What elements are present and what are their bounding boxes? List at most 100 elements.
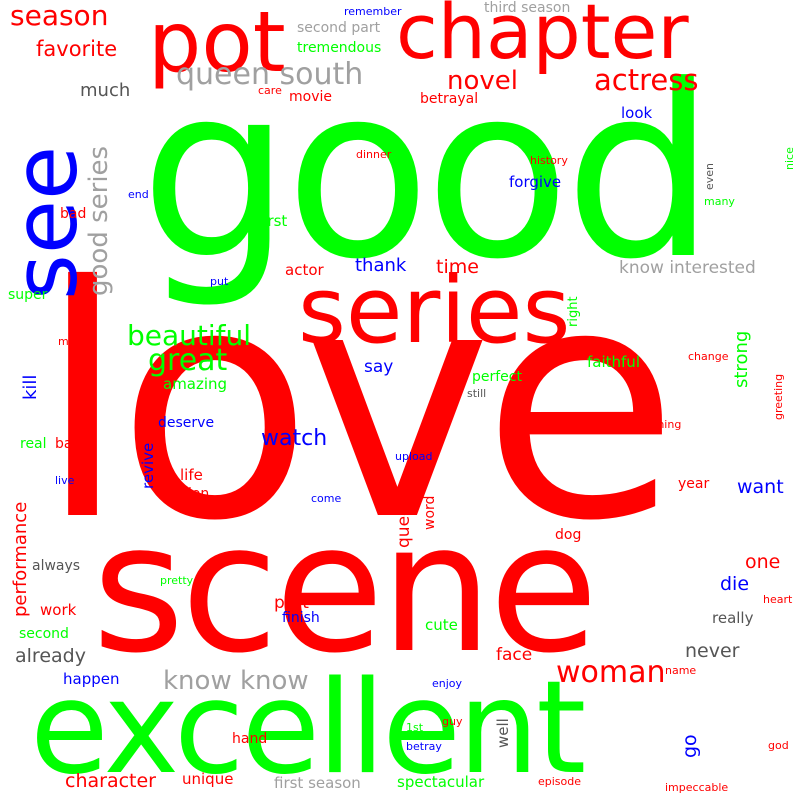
- word-second: second: [19, 626, 69, 642]
- word-care: care: [258, 84, 282, 97]
- word-cute: cute: [425, 616, 458, 634]
- word-even: even: [703, 162, 716, 190]
- word-upload: upload: [395, 450, 433, 463]
- word-want: want: [737, 476, 784, 498]
- word-see: see: [0, 145, 97, 300]
- word-strong: strong: [731, 330, 752, 388]
- word-woman: woman: [556, 655, 666, 690]
- word-unique: unique: [182, 770, 234, 788]
- word-one: one: [745, 551, 781, 573]
- word-love: love: [38, 219, 679, 591]
- word-enjoy: enjoy: [432, 677, 463, 690]
- word-kill: kill: [20, 374, 41, 400]
- word-1st: 1st: [406, 721, 424, 734]
- word-series: series: [298, 257, 571, 364]
- word-betrayal: betrayal: [420, 91, 479, 107]
- word-movie: movie: [289, 89, 332, 105]
- word-really: really: [712, 609, 754, 627]
- word-amazing: amazing: [163, 375, 228, 393]
- word-finish: finish: [282, 610, 320, 626]
- word-baby: baby: [55, 436, 90, 452]
- word-dinner: dinner: [356, 148, 392, 161]
- word-go: go: [679, 734, 701, 758]
- word-real: real: [20, 436, 47, 452]
- word-thank: thank: [355, 255, 407, 276]
- word-face: face: [496, 645, 533, 665]
- word-end: end: [128, 188, 149, 201]
- word-name: name: [665, 664, 697, 677]
- word-guy: guy: [442, 715, 463, 728]
- word-favorite: favorite: [36, 37, 118, 61]
- word-die: die: [720, 573, 750, 595]
- word-performance: performance: [10, 501, 31, 617]
- word-heart: heart: [763, 593, 793, 606]
- word-version: version: [158, 486, 210, 502]
- word-still: still: [467, 387, 487, 400]
- word-look: look: [621, 104, 653, 122]
- word-chapter: chapter: [396, 0, 689, 76]
- word-impeccable: impeccable: [665, 781, 729, 794]
- word-great: great: [148, 343, 228, 378]
- word-happen: happen: [63, 670, 120, 688]
- word-queen: queen: [394, 494, 414, 548]
- word-beautiful: beautiful: [127, 319, 252, 352]
- word-perfect: perfect: [472, 369, 522, 385]
- word-second-part: second part: [297, 20, 381, 36]
- word-pot: pot: [148, 0, 286, 91]
- word-put: put: [210, 275, 229, 288]
- word-spectacular: spectacular: [397, 773, 485, 791]
- word-say: say: [364, 357, 394, 377]
- word-much: much: [80, 80, 131, 101]
- word-well: well: [494, 718, 512, 748]
- word-good: good: [140, 35, 715, 312]
- word-live: live: [55, 474, 75, 487]
- word-history: history: [530, 154, 568, 167]
- word-right: right: [566, 296, 581, 327]
- word-already: already: [15, 645, 86, 667]
- word-know-interested: know interested: [619, 258, 756, 278]
- word-novel: novel: [447, 66, 518, 96]
- word-actor: actor: [285, 261, 324, 279]
- word-bad: bad: [60, 206, 87, 222]
- word-first: first: [258, 212, 288, 230]
- word-god: god: [768, 739, 789, 752]
- word-come: come: [311, 492, 342, 505]
- word-revive: revive: [139, 442, 157, 489]
- word-season: season: [10, 0, 109, 32]
- word-man: man: [58, 335, 83, 348]
- word-third-season: third season: [484, 0, 571, 16]
- word-never: never: [685, 640, 740, 662]
- word-super: super: [8, 287, 48, 303]
- word-dog: dog: [555, 527, 582, 543]
- word-word: word: [422, 495, 438, 530]
- word-many: many: [704, 195, 735, 208]
- word-faithful: faithful: [587, 353, 640, 371]
- word-time: time: [436, 256, 479, 278]
- word-scene: scene: [92, 485, 598, 692]
- word-deserve: deserve: [158, 415, 215, 431]
- word-excellent: excellent: [30, 654, 586, 800]
- word-year: year: [678, 476, 710, 492]
- word-greeting: greeting: [772, 373, 785, 420]
- word-know-know: know know: [163, 666, 309, 696]
- word-watch: watch: [261, 426, 328, 451]
- word-hand: hand: [232, 731, 268, 747]
- word-change: change: [688, 350, 729, 363]
- word-pretty: pretty: [160, 574, 194, 587]
- word-part: part: [274, 593, 309, 613]
- word-nice: nice: [783, 147, 796, 170]
- word-first-season: first season: [274, 774, 361, 792]
- word-episode: episode: [538, 775, 582, 788]
- word-work: work: [40, 601, 77, 619]
- word-betray: betray: [406, 740, 442, 753]
- word-life: life: [180, 466, 203, 484]
- word-thing: thing: [653, 418, 682, 431]
- word-actress: actress: [594, 63, 699, 97]
- word-good-series: good series: [84, 145, 114, 296]
- word-always: always: [32, 558, 81, 574]
- word-forgive: forgive: [509, 173, 562, 191]
- word-queen-south: queen south: [176, 57, 364, 92]
- word-tremendous: tremendous: [297, 40, 382, 56]
- word-character: character: [65, 770, 156, 792]
